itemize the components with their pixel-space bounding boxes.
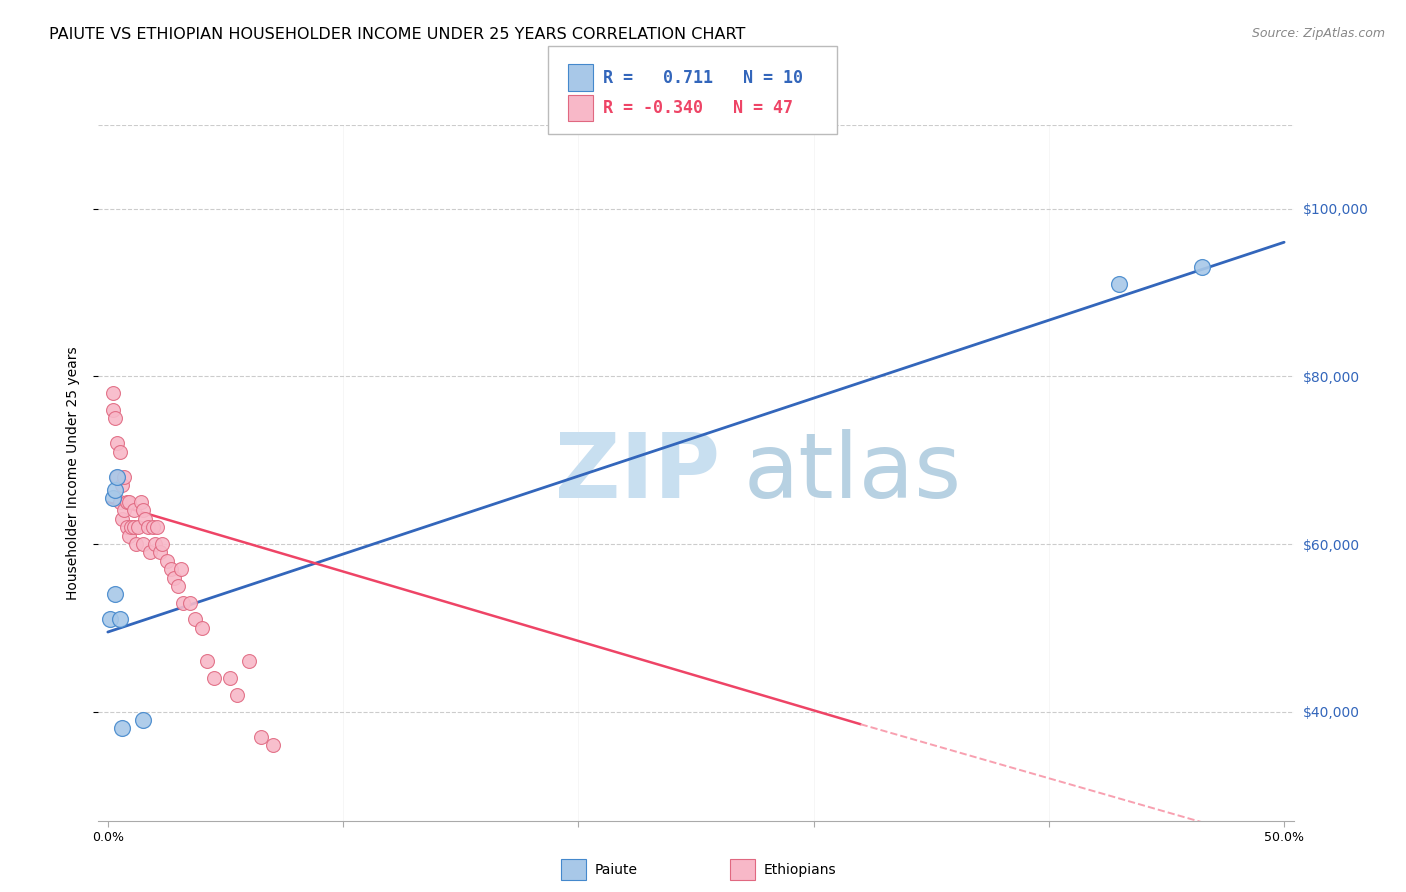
Point: [122, 503, 145, 517]
Point: [249, 730, 271, 744]
Text: R =   0.711   N = 10: R = 0.711 N = 10: [603, 69, 803, 87]
Point: [104, 411, 127, 425]
Point: [146, 520, 169, 534]
Point: [111, 512, 134, 526]
Point: [101, 386, 124, 401]
Point: [149, 545, 172, 559]
Point: [132, 713, 155, 727]
Point: [163, 570, 186, 584]
Point: [125, 537, 148, 551]
Point: [104, 587, 127, 601]
Point: [191, 621, 214, 635]
Point: [104, 483, 127, 497]
Point: [108, 445, 131, 459]
Point: [1108, 277, 1130, 292]
Text: atlas: atlas: [744, 429, 962, 516]
Point: [262, 738, 284, 752]
Point: [112, 470, 135, 484]
Point: [115, 520, 138, 534]
Point: [127, 520, 149, 534]
Point: [143, 537, 166, 551]
Point: [167, 579, 190, 593]
Point: [1191, 260, 1213, 275]
Point: [238, 654, 260, 668]
Point: [98, 612, 121, 626]
Point: [156, 554, 179, 568]
Point: [172, 596, 194, 610]
Point: [118, 528, 141, 542]
Point: [160, 562, 183, 576]
Point: [132, 503, 155, 517]
Text: Source: ZipAtlas.com: Source: ZipAtlas.com: [1251, 27, 1385, 40]
Point: [129, 495, 152, 509]
Text: PAIUTE VS ETHIOPIAN HOUSEHOLDER INCOME UNDER 25 YEARS CORRELATION CHART: PAIUTE VS ETHIOPIAN HOUSEHOLDER INCOME U…: [49, 27, 745, 42]
Point: [132, 537, 155, 551]
Point: [108, 495, 131, 509]
Point: [101, 403, 124, 417]
Point: [219, 671, 242, 685]
Point: [141, 520, 163, 534]
Point: [111, 722, 134, 736]
Text: ZIP: ZIP: [555, 429, 720, 516]
Point: [120, 520, 142, 534]
Point: [115, 495, 138, 509]
Point: [101, 491, 124, 505]
Point: [105, 470, 128, 484]
Y-axis label: Householder Income Under 25 years: Householder Income Under 25 years: [66, 346, 80, 599]
Point: [111, 478, 134, 492]
Point: [105, 436, 128, 450]
Point: [108, 612, 131, 626]
Text: R = -0.340   N = 47: R = -0.340 N = 47: [603, 99, 793, 117]
Text: Paiute: Paiute: [595, 863, 638, 877]
Point: [184, 612, 207, 626]
Point: [139, 545, 162, 559]
Point: [170, 562, 193, 576]
Point: [136, 520, 159, 534]
Point: [122, 520, 145, 534]
Point: [112, 503, 135, 517]
Point: [150, 537, 173, 551]
Point: [105, 470, 128, 484]
Point: [202, 671, 225, 685]
Point: [118, 495, 141, 509]
Point: [195, 654, 218, 668]
Point: [226, 688, 249, 702]
Point: [134, 512, 156, 526]
Point: [179, 596, 201, 610]
Text: Ethiopians: Ethiopians: [763, 863, 837, 877]
